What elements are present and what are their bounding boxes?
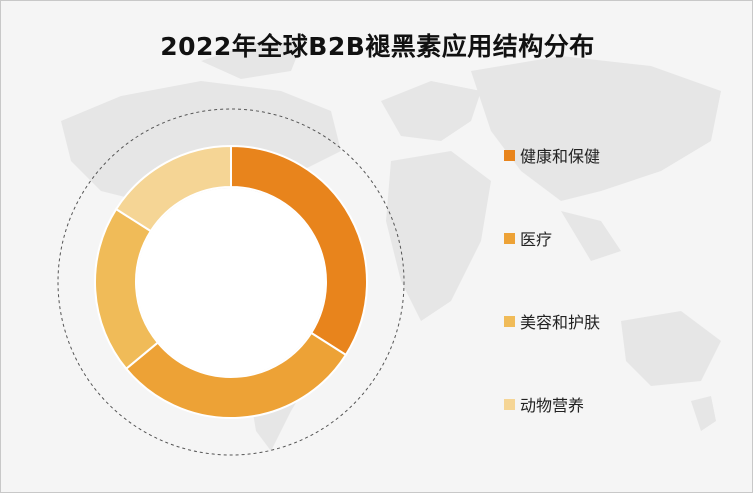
legend-item: 美容和护肤 [504,307,600,335]
legend-swatch [504,315,515,327]
legend-item: 健康和保健 [504,141,600,169]
legend-swatch [504,232,515,244]
legend-label: 动物营养 [520,396,585,415]
donut-slice [114,144,232,233]
legend-label: 健康和保健 [520,147,601,166]
legend: 健康和保健 医疗 美容和护肤 动物营养 [504,141,600,473]
donut-hole [137,188,325,376]
legend-item: 医疗 [504,224,600,252]
legend-swatch [504,398,515,410]
donut-slice [230,144,368,357]
legend-item: 动物营养 [504,390,600,418]
legend-swatch [504,149,515,161]
dashed-outline-ring [57,108,405,456]
legend-label: 医疗 [520,230,553,249]
chart-title: 2022年全球B2B褪黑素应用结构分布 [160,32,595,61]
legend-label: 美容和护肤 [520,313,601,332]
